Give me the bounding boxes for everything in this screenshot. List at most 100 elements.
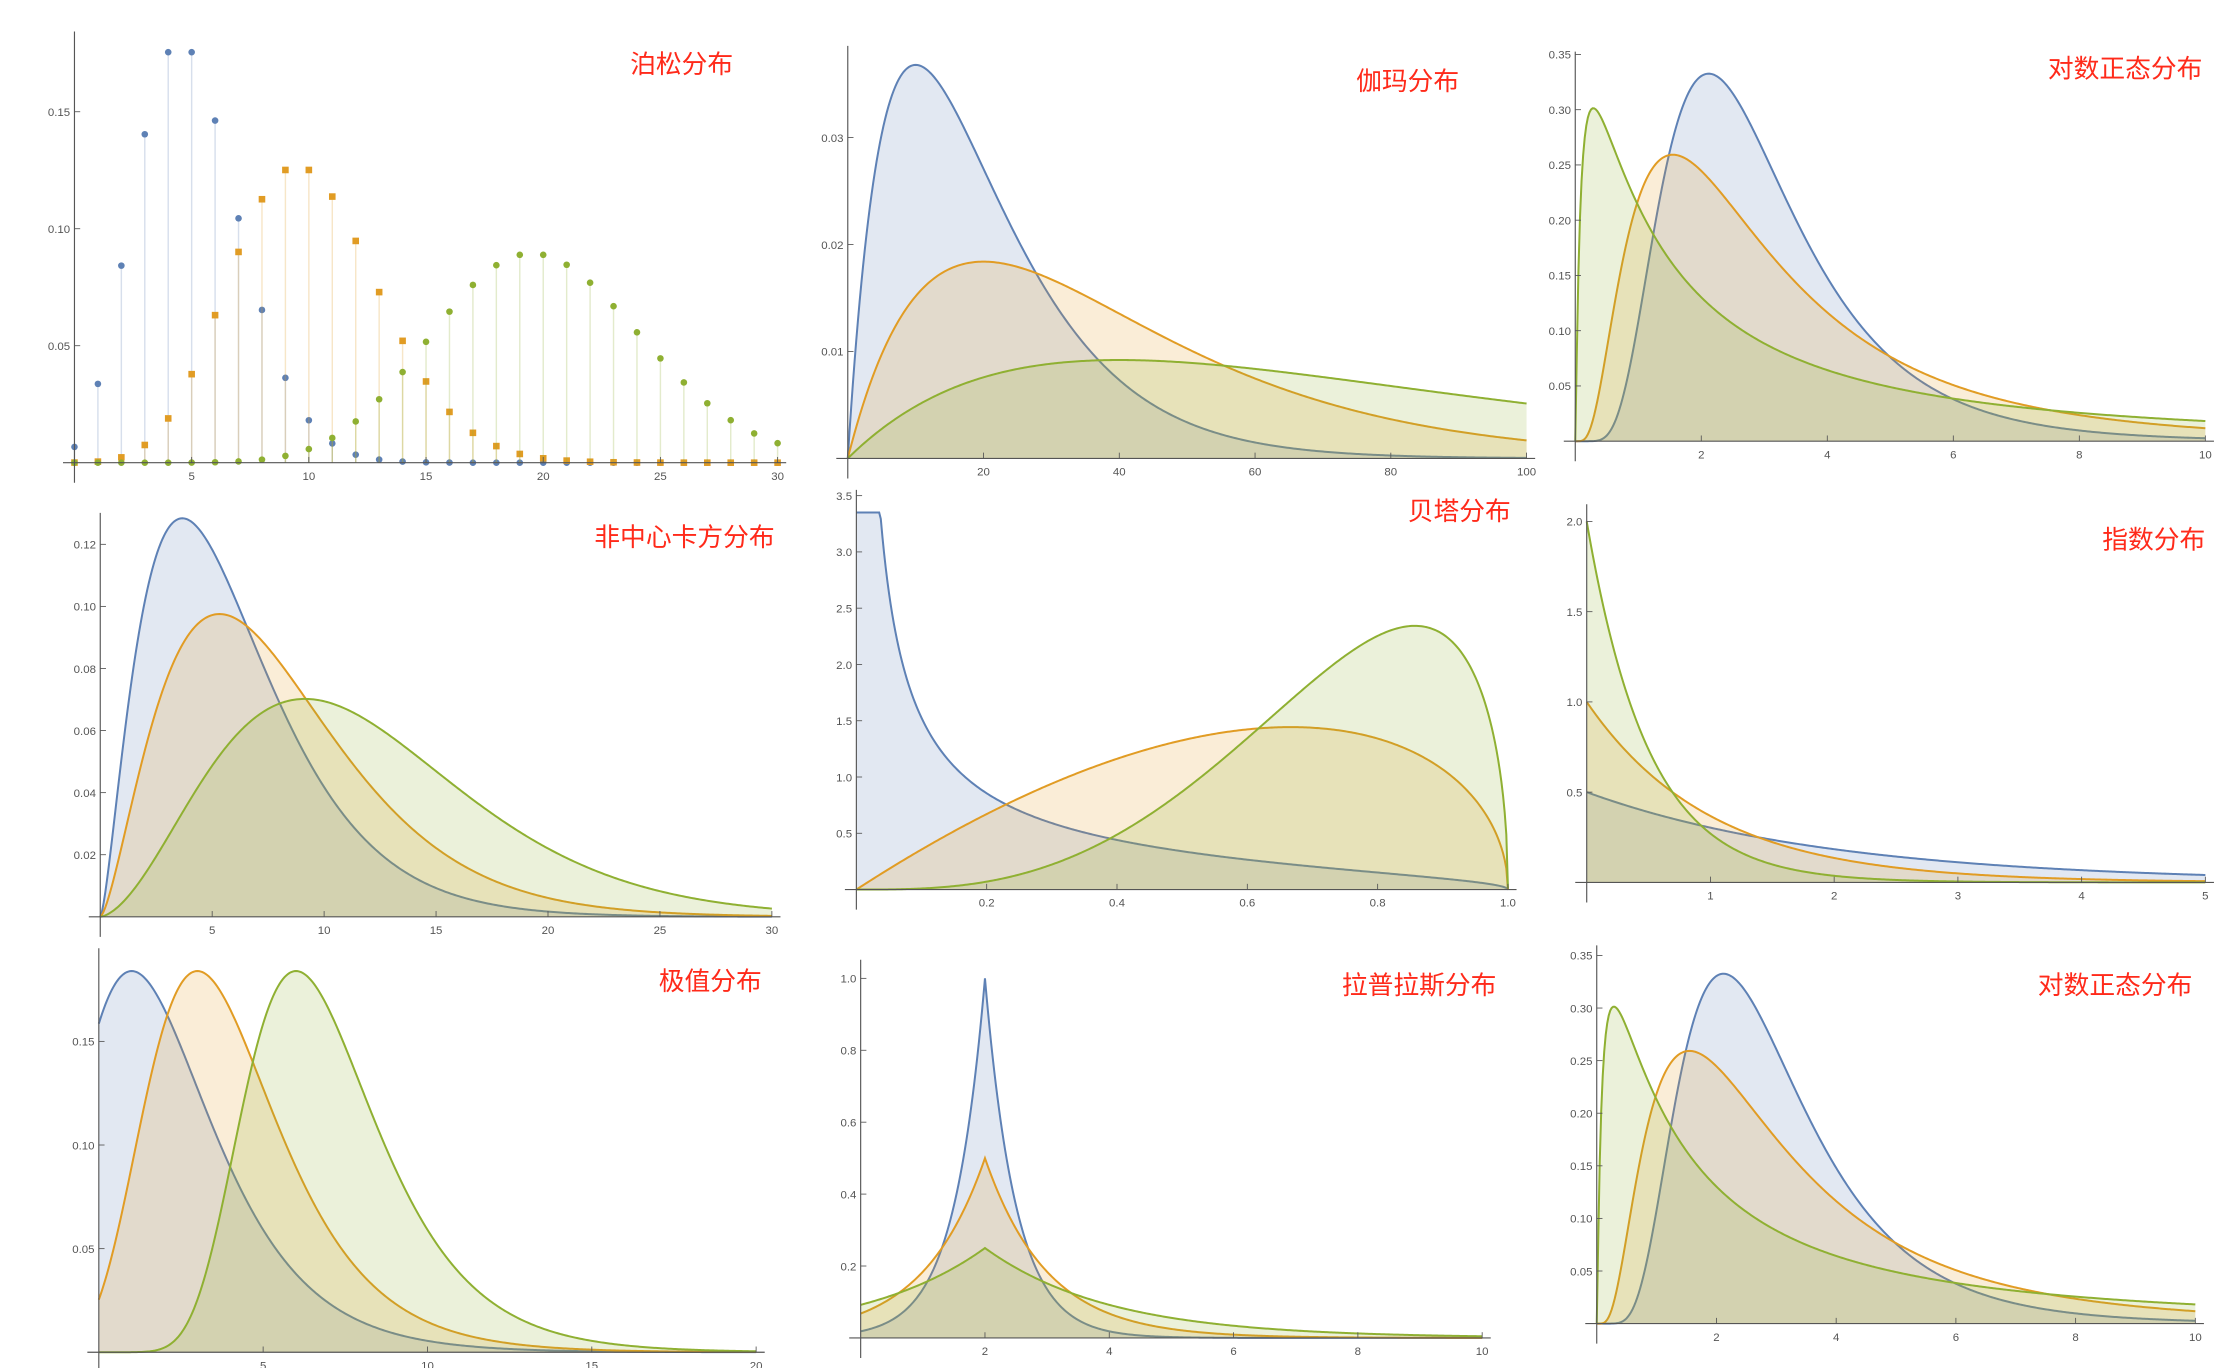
series-line-2 (846, 260, 1527, 459)
series-line-2 (1575, 153, 2206, 443)
x-tick-label: 5 (2202, 891, 2208, 903)
data-point (586, 279, 594, 287)
series-area-1 (1575, 73, 2206, 442)
data-point (118, 454, 125, 461)
series-area-3 (860, 1248, 1483, 1338)
y-tick-label: 0.5 (836, 829, 852, 841)
x-tick-label: 60 (1249, 467, 1262, 479)
series-line-1 (1586, 791, 2206, 876)
data-point (305, 445, 313, 453)
series-area-1 (1586, 792, 2206, 883)
chart-panel-beta: 0.2 0.4 0.6 0.8 1.0 0.5 1.0 1.5 2.0 2.5 3.0 3.5 贝塔分布 (836, 489, 1517, 910)
y-tick-label: 0.10 (1570, 1214, 1592, 1226)
data-point (750, 430, 758, 437)
chart-panel-noncentral-chisquare: 5 10 15 20 25 30 0.02 0.04 0.06 0.08 0.10 0.12 非中心卡方… (74, 512, 781, 937)
chart-panel-exponential: 1 2 3 4 5 0.5 1.0 1.5 2.0 指数分布 (1567, 504, 2214, 903)
data-point (94, 380, 102, 388)
x-tick-label: 4 (1824, 449, 1831, 461)
series-area-1 (847, 64, 1527, 459)
x-tick-label: 5 (188, 471, 194, 483)
y-tick-label: 0.12 (74, 540, 96, 552)
series-line-1 (846, 63, 1527, 459)
y-tick-label: 0.6 (840, 1117, 856, 1129)
series-area-1 (98, 971, 757, 1353)
x-tick-label: 0.8 (1370, 898, 1386, 910)
x-tick-label: 15 (420, 471, 433, 483)
chart-title: 拉普拉斯分布 (1342, 971, 1497, 1001)
x-tick-label: 4 (2078, 891, 2085, 903)
series-line-3 (1574, 107, 2206, 442)
data-point (188, 370, 195, 378)
y-tick-label: 1.0 (1567, 697, 1583, 709)
data-point (586, 458, 594, 466)
data-point (680, 379, 688, 386)
series-line-1 (856, 511, 1509, 891)
data-point (352, 451, 360, 458)
y-tick-label: 0.03 (821, 133, 843, 145)
data-point (282, 166, 289, 174)
series-line-2 (97, 970, 757, 1354)
x-tick-label: 10 (2189, 1332, 2202, 1344)
series-line-3 (860, 1246, 1483, 1338)
data-point (328, 434, 336, 442)
data-point (516, 251, 524, 259)
data-point (305, 166, 313, 174)
data-point (399, 368, 406, 376)
x-tick-label: 4 (1106, 1346, 1113, 1358)
series-area-3 (100, 698, 772, 917)
data-point (422, 338, 430, 346)
x-tick-label: 6 (1953, 1332, 1959, 1344)
x-tick-label: 6 (1950, 449, 1956, 461)
series-area-1 (100, 518, 772, 917)
data-point (493, 442, 500, 450)
y-tick-label: 0.02 (74, 850, 96, 862)
chart-title: 伽玛分布 (1356, 67, 1459, 97)
series-area-3 (856, 625, 1508, 890)
x-tick-label: 25 (654, 471, 667, 483)
x-tick-label: 0.6 (1239, 898, 1255, 910)
data-point (493, 261, 500, 269)
y-tick-label: 0.02 (821, 240, 843, 252)
y-tick-label: 0.05 (1549, 381, 1571, 393)
x-tick-label: 8 (2072, 1332, 2078, 1344)
series-line-3 (856, 624, 1509, 891)
x-tick-label: 0.4 (1109, 898, 1126, 910)
series-area-2 (1586, 701, 2206, 883)
y-tick-label: 3.5 (836, 491, 852, 503)
data-point (118, 262, 125, 269)
x-tick-label: 5 (260, 1360, 266, 1368)
series-area-2 (847, 261, 1527, 459)
x-tick-label: 15 (585, 1360, 598, 1368)
x-tick-label: 80 (1384, 467, 1397, 479)
series-area-3 (98, 971, 757, 1353)
x-tick-label: 3 (1955, 891, 1961, 903)
y-tick-label: 0.8 (840, 1046, 856, 1058)
chart-panel-lognormal-2: 2 4 6 8 10 0.05 0.10 0.15 0.20 0.25 0.30 0.35 对数正态分布 (1570, 945, 2204, 1344)
series-line-2 (1585, 701, 2206, 883)
data-point (282, 374, 289, 382)
y-tick-label: 0.2 (840, 1261, 856, 1273)
y-tick-label: 0.35 (1570, 951, 1592, 963)
data-point (657, 355, 664, 362)
y-tick-label: 0.25 (1570, 1056, 1592, 1068)
data-point (258, 306, 266, 314)
data-point (375, 456, 383, 463)
x-tick-label: 10 (302, 471, 315, 483)
data-point (610, 302, 617, 310)
y-tick-label: 1.5 (836, 716, 852, 728)
y-tick-label: 0.20 (1549, 215, 1571, 227)
series-line-3 (847, 359, 1527, 460)
y-tick-label: 0.06 (74, 726, 96, 738)
data-point (422, 378, 430, 385)
data-point (774, 439, 781, 447)
data-point (469, 281, 477, 289)
data-point (141, 441, 149, 449)
data-point (539, 251, 547, 259)
data-point (446, 408, 453, 416)
series-line-3 (1595, 1005, 2196, 1324)
x-tick-label: 40 (1113, 467, 1126, 479)
y-tick-label: 2.0 (836, 660, 852, 672)
data-point (352, 418, 360, 425)
x-tick-label: 15 (430, 925, 443, 937)
chart-title: 非中心卡方分布 (594, 523, 774, 553)
